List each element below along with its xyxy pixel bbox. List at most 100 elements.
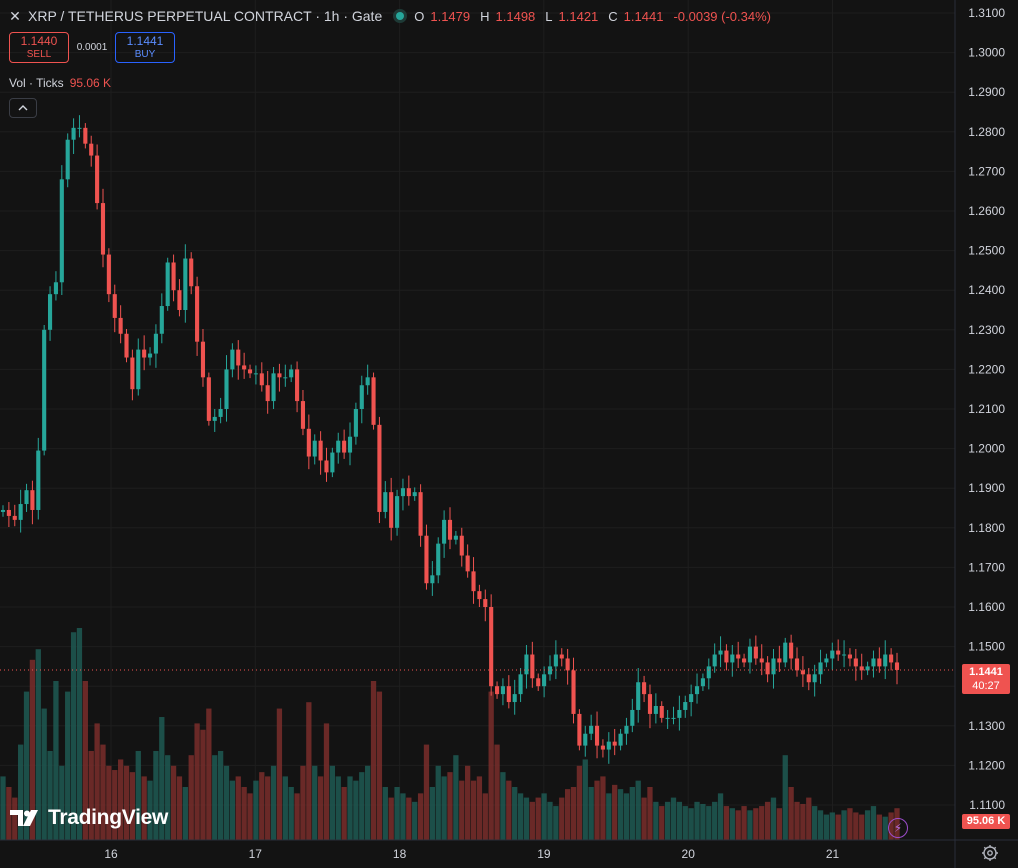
volume-bar bbox=[435, 765, 441, 840]
candle bbox=[483, 589, 488, 622]
volume-bar bbox=[117, 759, 124, 840]
candle-body bbox=[565, 658, 570, 671]
candle bbox=[430, 561, 435, 596]
sell-button[interactable]: 1.1440 SELL bbox=[9, 32, 69, 63]
candle-body bbox=[577, 713, 582, 746]
candle-body bbox=[865, 666, 870, 671]
candle bbox=[295, 361, 300, 413]
candle-body bbox=[59, 179, 64, 283]
candle bbox=[106, 248, 111, 303]
volume-bar bbox=[135, 750, 141, 840]
candle bbox=[718, 636, 723, 668]
candle-body bbox=[636, 682, 641, 710]
candle bbox=[759, 644, 764, 676]
volume-bar bbox=[694, 801, 700, 840]
candle bbox=[806, 667, 811, 691]
volume-bar bbox=[100, 744, 106, 840]
candle-body bbox=[265, 385, 270, 402]
candle bbox=[571, 657, 576, 724]
volume-bar bbox=[394, 787, 400, 840]
volume-legend[interactable]: Vol · Ticks 95.06 K bbox=[9, 76, 111, 90]
candlestick-series bbox=[0, 115, 900, 764]
candle-body bbox=[377, 424, 382, 512]
candle bbox=[665, 709, 670, 729]
candle-body bbox=[589, 725, 594, 734]
volume-bar bbox=[35, 649, 41, 840]
price-tick-label: 1.2800 bbox=[968, 125, 1005, 139]
x-icon[interactable]: ✕ bbox=[9, 7, 21, 24]
volume-bar bbox=[323, 723, 330, 840]
volume-bar bbox=[541, 793, 547, 840]
candle-body bbox=[494, 686, 500, 695]
buy-button[interactable]: 1.1441 BUY bbox=[115, 32, 175, 63]
volume-bar bbox=[659, 806, 665, 840]
candle bbox=[71, 118, 76, 154]
gear-icon[interactable] bbox=[980, 843, 1000, 863]
candle-body bbox=[665, 717, 670, 719]
volume-series bbox=[0, 628, 900, 840]
volume-bar bbox=[635, 780, 641, 840]
volume-bar bbox=[212, 755, 218, 840]
volume-bar bbox=[717, 793, 724, 840]
candle-body bbox=[171, 262, 176, 291]
lightning-icon[interactable]: ⚡ bbox=[888, 818, 908, 838]
candle-body bbox=[95, 155, 100, 204]
candle-body bbox=[689, 694, 694, 703]
candle bbox=[612, 728, 617, 756]
candle-body bbox=[224, 369, 229, 409]
candle-body bbox=[259, 373, 264, 386]
candle bbox=[877, 647, 882, 673]
candle bbox=[630, 698, 635, 733]
price-axis[interactable]: 1.3100 1.3000 1.2900 1.2800 1.2700 1.2600 1.25… bbox=[955, 0, 1018, 868]
symbol-title[interactable]: XRP / TETHERUS PERPETUAL CONTRACT · 1h ·… bbox=[28, 8, 383, 24]
volume-bar bbox=[417, 793, 424, 840]
candle-body bbox=[606, 741, 611, 750]
candle bbox=[424, 524, 429, 590]
volume-bar bbox=[570, 787, 577, 840]
volume-bar bbox=[488, 691, 494, 840]
candle-body bbox=[165, 262, 170, 307]
candle bbox=[724, 644, 729, 671]
candle-body bbox=[506, 686, 511, 703]
candle-body bbox=[71, 127, 76, 140]
candle bbox=[0, 505, 6, 517]
candle-body bbox=[594, 725, 600, 746]
candle-body bbox=[659, 706, 664, 718]
price-tick-label: 1.2900 bbox=[968, 85, 1005, 99]
candle bbox=[453, 530, 458, 545]
volume-bar bbox=[217, 750, 224, 840]
volume-bar bbox=[400, 793, 406, 840]
candle-body bbox=[583, 733, 588, 746]
volume-bar bbox=[165, 755, 171, 840]
candle-body bbox=[671, 717, 676, 719]
time-tick-label: 17 bbox=[249, 847, 263, 861]
chevron-up-icon[interactable] bbox=[9, 98, 37, 118]
tradingview-logo[interactable]: TradingView bbox=[10, 806, 168, 830]
volume-bar bbox=[223, 765, 230, 840]
candle-body bbox=[600, 745, 605, 750]
volume-bar bbox=[776, 808, 783, 840]
market-status-icon[interactable] bbox=[396, 12, 405, 20]
candle-body bbox=[771, 658, 776, 675]
candle-body bbox=[324, 460, 329, 473]
candle-body bbox=[694, 686, 700, 695]
volume-bar bbox=[641, 797, 647, 840]
volume-bar bbox=[235, 776, 241, 840]
candle-body bbox=[206, 377, 211, 421]
candle bbox=[95, 144, 100, 210]
candle-body bbox=[230, 349, 235, 370]
volume-bar bbox=[759, 806, 765, 840]
candle-body bbox=[436, 543, 441, 576]
candle bbox=[553, 640, 558, 680]
volume-bar bbox=[194, 723, 200, 840]
volume-bar bbox=[365, 765, 371, 840]
volume-bar bbox=[612, 784, 618, 840]
candle bbox=[894, 652, 900, 685]
candle-body bbox=[653, 706, 658, 714]
volume-bar bbox=[447, 772, 453, 840]
candle bbox=[500, 678, 505, 706]
candle bbox=[842, 640, 847, 668]
candle bbox=[518, 667, 523, 703]
